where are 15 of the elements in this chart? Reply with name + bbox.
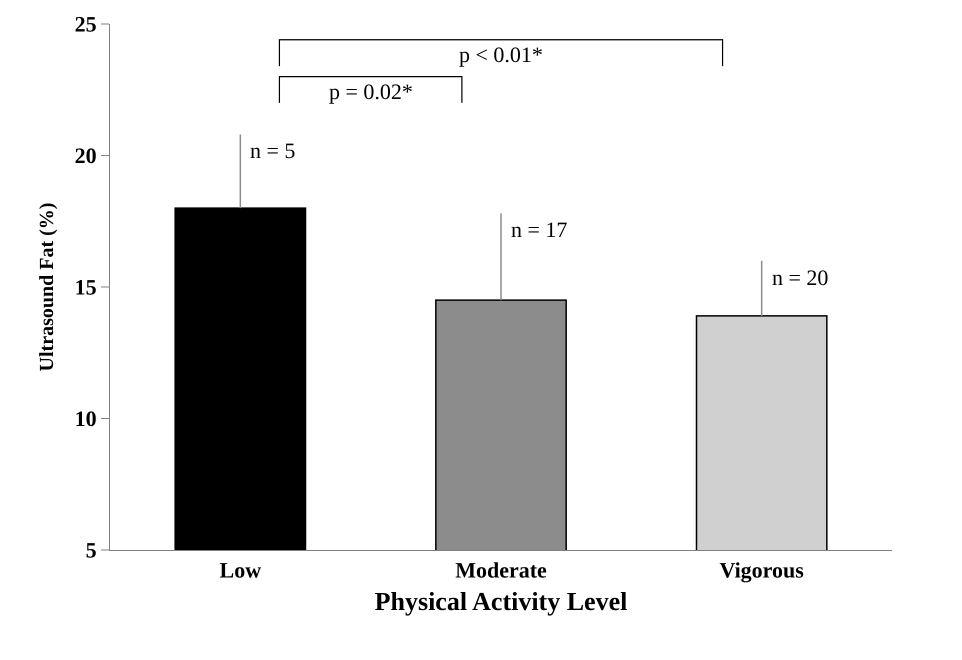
- annotation: n = 5: [250, 138, 296, 163]
- x-tick-label: Moderate: [455, 557, 548, 582]
- y-tick-label: 5: [86, 538, 97, 563]
- x-tick-label: Low: [220, 557, 262, 582]
- y-tick-label: 20: [74, 143, 97, 168]
- y-tick-label: 15: [74, 274, 97, 300]
- x-tick-label: Vigorous: [719, 557, 804, 582]
- annotation: n = 20: [772, 265, 828, 290]
- y-axis-title: Ultrasound Fat (%): [36, 202, 58, 372]
- x-axis-title: Physical Activity Level: [374, 587, 628, 616]
- y-tick-label: 25: [74, 12, 97, 37]
- annotation: n = 17: [511, 217, 568, 242]
- y-tick-label: 10: [74, 406, 97, 432]
- annotation: p = 0.02*: [329, 79, 413, 104]
- annotation: p < 0.01*: [459, 42, 543, 67]
